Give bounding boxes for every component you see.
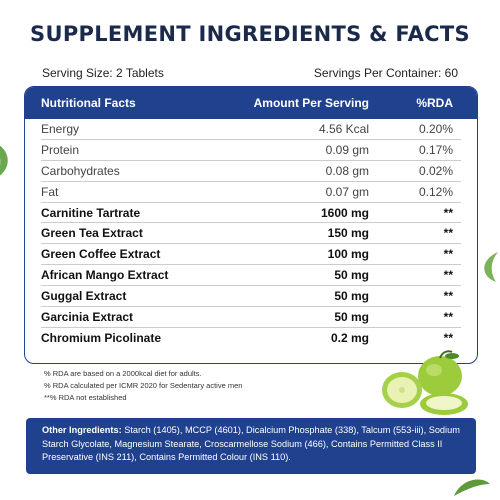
other-ingredients-label: Other Ingredients:: [42, 425, 122, 435]
footnotes: % RDA are based on a 2000kcal diet for a…: [44, 368, 242, 404]
row-rda: **: [443, 309, 453, 324]
row-amount: 0.07 gm: [325, 184, 369, 199]
serving-size: Serving Size: 2 Tablets: [42, 66, 164, 80]
row-name: Green Coffee Extract: [41, 247, 161, 262]
table-row: Protein 0.09 gm 0.17%: [41, 140, 461, 161]
table-header: Nutritional Facts Amount Per Serving %RD…: [25, 87, 477, 119]
row-rda: **: [443, 268, 453, 283]
table-row: Carbohydrates 0.08 gm 0.02%: [41, 161, 461, 182]
row-rda: **: [443, 331, 453, 346]
leaf-icon: [484, 252, 498, 282]
row-rda: 0.02%: [418, 163, 453, 178]
other-ingredients-box: Other Ingredients: Starch (1405), MCCP (…: [26, 418, 476, 474]
header-nutritional-facts: Nutritional Facts: [41, 96, 136, 110]
header-rda: %RDA: [416, 96, 453, 110]
row-amount: 4.56 Kcal: [318, 121, 369, 136]
row-name: Carbohydrates: [41, 163, 120, 178]
row-rda: **: [443, 247, 453, 262]
row-amount: 50 mg: [334, 268, 369, 283]
row-rda: 0.20%: [418, 121, 453, 136]
footnote: **% RDA not established: [44, 393, 127, 402]
footnote: % RDA calculated per ICMR 2020 for Seden…: [44, 381, 243, 390]
table-row: African Mango Extract 50 mg **: [41, 265, 461, 287]
table-row: Garcinia Extract 50 mg **: [41, 307, 461, 328]
row-amount: 50 mg: [334, 289, 369, 304]
other-ingredients-text: Starch (1405), MCCP (4601), Dicalcium Ph…: [42, 425, 460, 462]
row-amount: 0.2 mg: [330, 331, 369, 346]
row-amount: 1600 mg: [320, 205, 369, 220]
row-amount: 100 mg: [327, 247, 369, 262]
row-rda: **: [443, 289, 453, 304]
footnote: % RDA are based on a 2000kcal diet for a…: [44, 369, 202, 378]
row-amount: 150 mg: [327, 226, 369, 241]
leaf-icon: [454, 479, 490, 496]
row-name: Protein: [41, 142, 80, 157]
row-name: Chromium Picolinate: [41, 331, 162, 346]
row-amount: 0.09 gm: [325, 142, 369, 157]
table-row: Carnitine Tartrate 1600 mg **: [41, 203, 461, 224]
row-name: Garcinia Extract: [41, 309, 134, 324]
table-row: Green Coffee Extract 100 mg **: [41, 244, 461, 266]
table-row: Green Tea Extract 150 mg **: [41, 223, 461, 245]
page-title: SUPPLEMENT INGREDIENTS & FACTS: [30, 22, 470, 46]
nutrition-table: Nutritional Facts Amount Per Serving %RD…: [24, 86, 478, 364]
table-row: Chromium Picolinate 0.2 mg **: [41, 328, 461, 349]
table-row: Fat 0.07 gm 0.12%: [41, 182, 461, 203]
garcinia-fruit-icon: [382, 350, 468, 415]
row-rda: 0.17%: [418, 142, 453, 157]
row-amount: 50 mg: [334, 309, 369, 324]
leaf-icon: [0, 145, 8, 176]
row-name: Energy: [41, 121, 80, 136]
table-body: Energy 4.56 Kcal 0.20% Protein 0.09 gm 0.17% C…: [25, 119, 477, 349]
row-name: Carnitine Tartrate: [41, 205, 141, 220]
table-row: Guggal Extract 50 mg **: [41, 286, 461, 308]
table-row: Energy 4.56 Kcal 0.20%: [41, 119, 461, 140]
row-name: Fat: [41, 184, 59, 199]
row-name: African Mango Extract: [41, 268, 169, 283]
row-rda: 0.12%: [418, 184, 453, 199]
row-name: Green Tea Extract: [41, 226, 143, 241]
row-rda: **: [443, 205, 453, 220]
row-amount: 0.08 gm: [325, 163, 369, 178]
servings-per-container: Servings Per Container: 60: [313, 66, 458, 80]
header-amount: Amount Per Serving: [253, 96, 369, 110]
serving-info: Serving Size: 2 Tablets Servings Per Con…: [42, 66, 458, 80]
row-rda: **: [443, 226, 453, 241]
row-name: Guggal Extract: [41, 289, 127, 304]
